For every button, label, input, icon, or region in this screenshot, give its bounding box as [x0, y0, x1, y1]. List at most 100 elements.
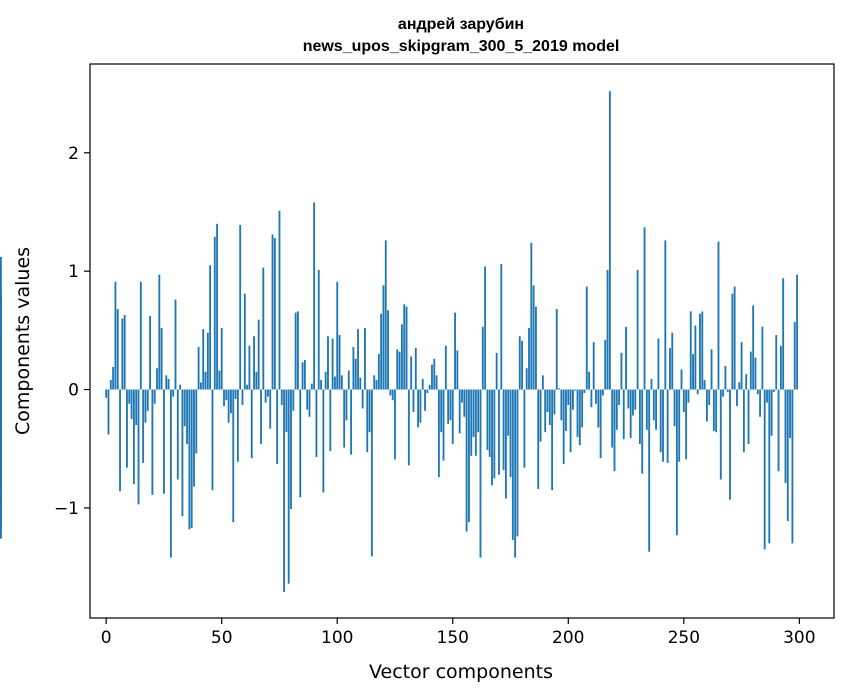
bar — [345, 389, 348, 421]
bar — [0, 256, 2, 390]
bar — [537, 389, 540, 489]
bar — [350, 389, 353, 455]
bar — [608, 91, 611, 390]
bar — [525, 368, 528, 390]
bar — [417, 389, 420, 428]
bar — [611, 389, 614, 448]
bar — [553, 389, 556, 415]
bar — [766, 389, 768, 403]
bar — [779, 345, 782, 390]
bar — [796, 274, 798, 390]
bar — [613, 389, 616, 472]
y-axis-label: Components values — [12, 247, 34, 435]
bar — [139, 281, 142, 390]
bar — [648, 389, 651, 552]
bar — [255, 371, 258, 390]
bar — [160, 327, 163, 390]
x-tick-label: 200 — [552, 628, 584, 648]
bar — [195, 389, 198, 454]
bar — [424, 389, 426, 411]
bar — [625, 326, 627, 390]
bar — [701, 311, 704, 390]
bar — [592, 342, 595, 390]
bar — [327, 336, 329, 390]
bar — [213, 236, 216, 390]
bar — [401, 324, 403, 390]
x-tick-label: 300 — [783, 628, 815, 648]
bar — [377, 354, 380, 390]
bar — [504, 389, 507, 499]
bar — [680, 369, 683, 390]
bar — [768, 389, 771, 544]
bar — [736, 389, 738, 407]
bar — [0, 389, 2, 530]
bar — [583, 389, 586, 394]
x-tick-label: 150 — [437, 628, 469, 648]
bar — [578, 389, 581, 446]
bar — [567, 389, 570, 405]
bar — [763, 389, 766, 550]
bar — [657, 338, 660, 390]
bar — [167, 378, 170, 390]
bar — [551, 389, 554, 491]
bar — [241, 389, 244, 405]
bar — [708, 389, 711, 405]
bar — [514, 389, 517, 558]
chart-title: андрей зарубин — [398, 16, 524, 33]
x-axis-ticks: 0 50 100 150 200 250 300 — [101, 618, 816, 648]
bar — [636, 269, 639, 390]
bar — [232, 389, 235, 523]
bar — [590, 389, 593, 408]
bar — [752, 305, 755, 390]
bar — [373, 375, 376, 390]
bar — [571, 389, 574, 410]
bar — [199, 382, 202, 390]
bar — [324, 371, 327, 390]
bar — [405, 306, 408, 390]
bar — [622, 389, 625, 440]
bar — [428, 384, 431, 390]
bar — [722, 389, 725, 397]
bar — [740, 342, 743, 390]
bar — [574, 389, 577, 391]
bar — [230, 389, 232, 414]
bar — [389, 389, 392, 396]
chart-subtitle: news_upos_skipgram_300_5_2019 model — [303, 38, 620, 55]
bar — [105, 389, 108, 398]
bar — [320, 380, 322, 390]
bar — [165, 375, 168, 390]
y-tick-label: 1 — [68, 262, 79, 282]
bar — [190, 389, 193, 529]
bar — [541, 375, 544, 390]
x-tick-label: 250 — [668, 628, 700, 648]
bar — [595, 389, 597, 404]
bar — [364, 327, 366, 390]
bar — [412, 389, 415, 413]
bar — [558, 388, 560, 390]
bar — [179, 384, 182, 390]
bar — [756, 389, 759, 395]
bar — [149, 316, 151, 390]
y-tick-label: 0 — [68, 381, 79, 401]
bar — [562, 389, 565, 465]
bar — [523, 389, 526, 468]
bar — [650, 378, 653, 390]
bar — [132, 389, 135, 485]
bar — [368, 389, 371, 433]
bar — [109, 380, 112, 390]
bar — [502, 389, 505, 471]
bar — [712, 389, 715, 431]
bar — [218, 370, 221, 390]
bar — [338, 335, 341, 390]
bar — [313, 202, 316, 390]
bar — [343, 389, 346, 448]
bar — [468, 389, 470, 523]
bar — [220, 327, 223, 390]
bar — [618, 389, 621, 405]
bar — [297, 311, 299, 390]
bar — [477, 389, 480, 433]
bar — [137, 389, 140, 505]
bar — [260, 389, 262, 444]
bar — [382, 285, 385, 390]
